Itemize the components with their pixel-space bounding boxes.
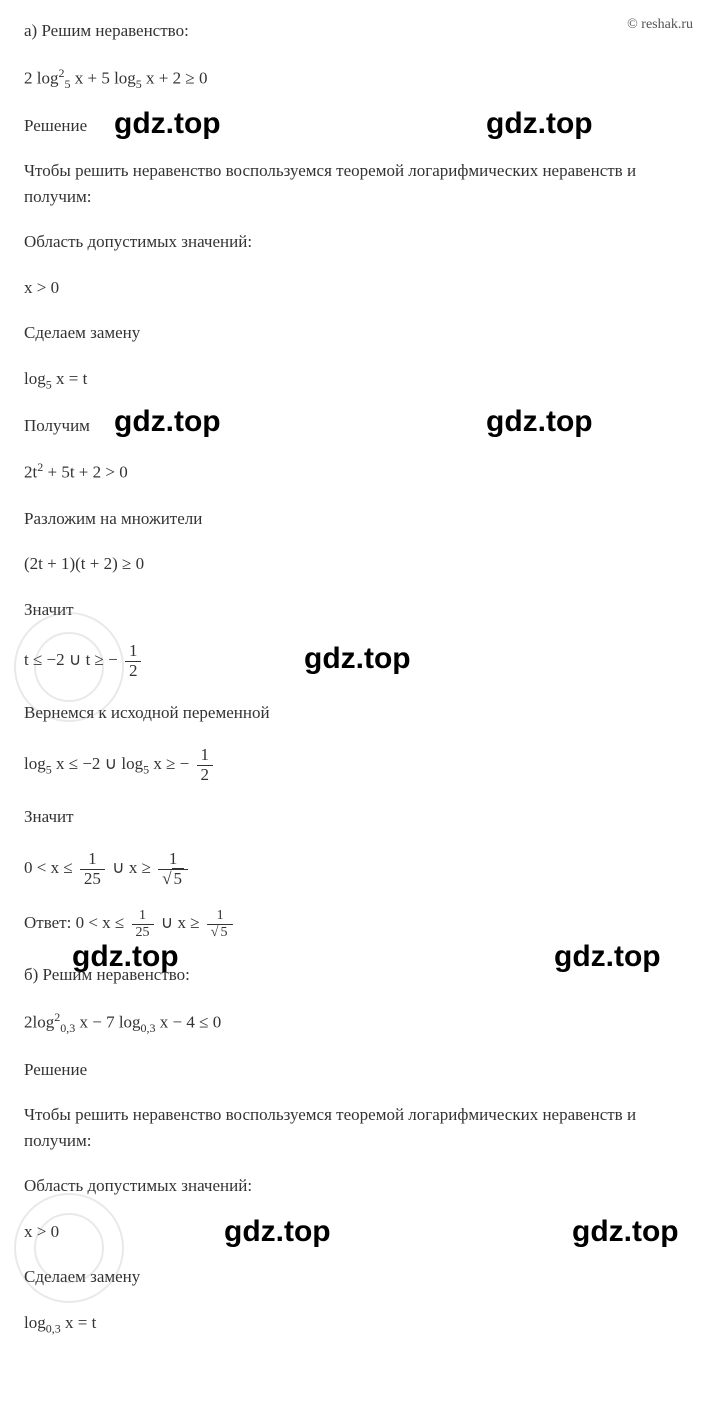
text-fragment: x − 7 log (75, 1012, 140, 1031)
line-problem-a: а) Решим неравенство: (24, 18, 693, 44)
text-fragment: + 5t + 2 > 0 (43, 463, 128, 482)
text-fragment: Решение (24, 116, 87, 135)
sqrt-value: 5 (218, 924, 229, 940)
text-fragment: Получим (24, 416, 90, 435)
line-inequality-b: 2log20,3 x − 7 log0,3 x − 4 ≤ 0 (24, 1008, 693, 1037)
text-fragment: x + 2 ≥ 0 (142, 68, 208, 87)
denominator: 25 (80, 869, 105, 889)
watermark-gdz: gdz.top (114, 101, 221, 146)
text-fragment: Ответ: 0 < x ≤ (24, 913, 129, 932)
line-theorem-text: Чтобы решить неравенство воспользуемся т… (24, 158, 693, 209)
line-substitution-label-b: Сделаем замену (24, 1264, 693, 1290)
line-therefore-2: Значит (24, 804, 693, 830)
numerator: 1 (165, 850, 182, 869)
numerator: 1 (84, 850, 101, 869)
sqrt-value: 5 (172, 868, 185, 888)
denominator: 25 (132, 924, 154, 940)
text-fragment: log (24, 754, 46, 773)
watermark-gdz: gdz.top (486, 399, 593, 444)
line-inequality-a: 2 log25 x + 5 log5 x + 2 ≥ 0 (24, 64, 693, 93)
text-fragment: x ≥ − (149, 754, 193, 773)
fraction: 12 (197, 746, 214, 784)
line-t-solution: t ≤ −2 ∪ t ≥ − 12 gdz.top (24, 642, 693, 680)
numerator: 1 (197, 746, 214, 765)
line-solution-heading-b: Решение (24, 1057, 693, 1083)
text-fragment: log (24, 1313, 46, 1332)
numerator: 1 (135, 908, 150, 923)
line-x-solution: 0 < x ≤ 125 ∪ x ≥ 1√5 (24, 850, 693, 888)
watermark-gdz: gdz.top (486, 101, 593, 146)
text-fragment: 0 < x ≤ (24, 858, 77, 877)
text-fragment: x = t (61, 1313, 97, 1332)
line-theorem-text-b: Чтобы решить неравенство воспользуемся т… (24, 1102, 693, 1153)
fraction: 125 (132, 908, 154, 940)
line-substitution-label: Сделаем замену (24, 320, 693, 346)
watermark-gdz: gdz.top (114, 399, 221, 444)
subscript: 0,3 (60, 1021, 75, 1035)
numerator: 1 (125, 642, 142, 661)
text-fragment: ∪ x ≥ (108, 858, 155, 877)
copyright-text: © reshak.ru (627, 14, 693, 35)
subscript: 0,3 (141, 1021, 156, 1035)
denominator: 2 (125, 661, 142, 681)
fraction: 1√5 (207, 908, 234, 940)
numerator: 1 (213, 908, 228, 923)
watermark-gdz: gdz.top (572, 1209, 679, 1254)
text-fragment: Область допустимых значений: (24, 1176, 252, 1195)
text-fragment: 2t (24, 463, 37, 482)
denominator: 2 (197, 765, 214, 785)
fraction: 12 (125, 642, 142, 680)
denominator: √5 (207, 924, 234, 940)
line-factor-label: Разложим на множители (24, 506, 693, 532)
text-fragment: x ≤ −2 ∪ log (52, 754, 143, 773)
text-fragment: x + 5 log (70, 68, 135, 87)
line-log-inequality: log5 x ≤ −2 ∪ log5 x ≥ − 12 (24, 746, 693, 784)
line-quadratic: 2t2 + 5t + 2 > 0 (24, 458, 693, 485)
text-fragment: ∪ x ≥ (157, 913, 204, 932)
line-problem-b: б) Решим неравенство: (24, 962, 693, 988)
line-result-label: Получим gdz.top gdz.top (24, 413, 693, 439)
fraction: 125 (80, 850, 105, 888)
line-domain-value: x > 0 (24, 275, 693, 301)
fraction: 1√5 (158, 850, 188, 888)
text-fragment: 2 log (24, 68, 58, 87)
line-domain-label-b: Область допустимых значений: (24, 1173, 693, 1199)
line-substitution-expr-b: log0,3 x = t (24, 1310, 693, 1337)
text-fragment: log (24, 369, 46, 388)
watermark-gdz: gdz.top (224, 1209, 331, 1254)
watermark-gdz: gdz.top (304, 636, 411, 681)
text-fragment: t ≤ −2 ∪ t ≥ − (24, 650, 122, 669)
line-back-to-variable: Вернемся к исходной переменной (24, 700, 693, 726)
text-fragment: x > 0 (24, 1222, 59, 1241)
text-fragment: x = t (52, 369, 88, 388)
line-domain-label: Область допустимых значений: (24, 229, 693, 255)
denominator: √5 (158, 869, 188, 889)
text-fragment: 2log (24, 1012, 54, 1031)
subscript: 0,3 (46, 1321, 61, 1335)
text-fragment: x − 4 ≤ 0 (156, 1012, 222, 1031)
line-solution-heading: Решение gdz.top gdz.top (24, 113, 693, 139)
line-therefore: Значит (24, 597, 693, 623)
line-substitution-expr: log5 x = t (24, 366, 693, 393)
line-answer: Ответ: 0 < x ≤ 125 ∪ x ≥ 1√5 gdz.top gdz… (24, 908, 693, 940)
line-domain-value-b: x > 0 gdz.top gdz.top (24, 1219, 693, 1245)
line-factored: (2t + 1)(t + 2) ≥ 0 (24, 551, 693, 577)
